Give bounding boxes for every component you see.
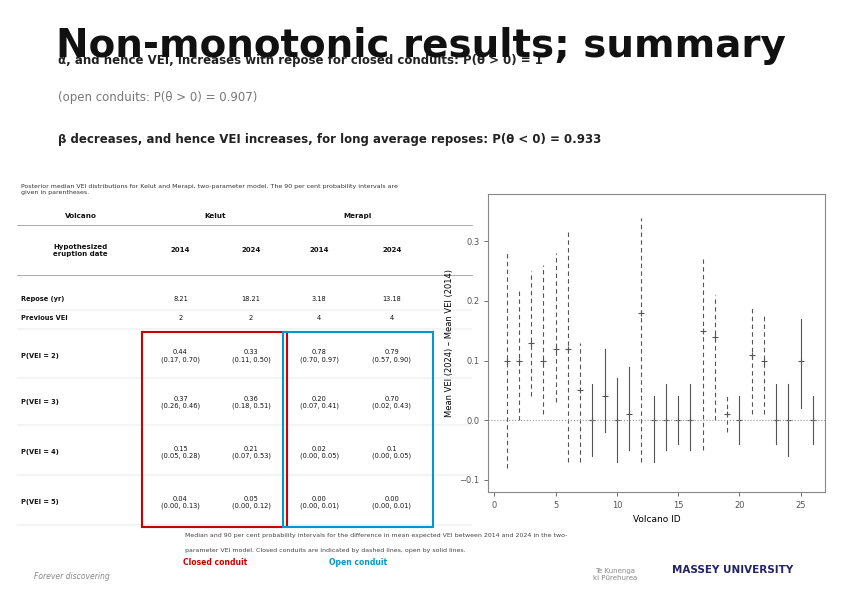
Text: Merapi: Merapi [344,213,372,219]
Text: 4: 4 [317,315,322,321]
Text: Median and 90 per cent probability intervals for the difference in mean expected: Median and 90 per cent probability inter… [185,533,568,538]
Text: 13.18: 13.18 [382,296,402,302]
Text: MASSEY UNIVERSITY: MASSEY UNIVERSITY [672,565,793,575]
Text: Closed conduit: Closed conduit [183,558,247,567]
Text: 0.37
(0.26, 0.46): 0.37 (0.26, 0.46) [161,396,200,409]
Text: 0.33
(0.11, 0.50): 0.33 (0.11, 0.50) [232,349,270,362]
Text: 2: 2 [249,315,253,321]
Text: P(VEI = 3): P(VEI = 3) [21,399,59,405]
Text: 0.79
(0.57, 0.90): 0.79 (0.57, 0.90) [372,349,412,362]
Text: Volcano: Volcano [65,213,97,219]
Text: 0.04
(0.00, 0.13): 0.04 (0.00, 0.13) [161,496,200,509]
Text: 0.21
(0.07, 0.53): 0.21 (0.07, 0.53) [232,446,270,459]
Text: Previous VEI: Previous VEI [21,315,68,321]
Text: Kelut: Kelut [204,213,226,219]
Text: 18.21: 18.21 [242,296,260,302]
Text: parameter VEI model. Closed conduits are indicated by dashed lines, open by soli: parameter VEI model. Closed conduits are… [185,548,466,553]
Text: 0.78
(0.70, 0.97): 0.78 (0.70, 0.97) [300,349,338,362]
Text: Hypothesized
eruption date: Hypothesized eruption date [53,244,108,257]
Text: 0.00
(0.00, 0.01): 0.00 (0.00, 0.01) [300,496,338,509]
Text: 2014: 2014 [171,247,190,253]
Text: Open conduit: Open conduit [328,558,387,567]
Text: 8.21: 8.21 [173,296,188,302]
Text: 0.15
(0.05, 0.28): 0.15 (0.05, 0.28) [161,446,200,459]
Text: Posterior median VEI distributions for Kelut and Merapi, two-parameter model. Th: Posterior median VEI distributions for K… [21,184,398,195]
Text: P(VEI = 5): P(VEI = 5) [21,499,59,505]
Text: 4: 4 [390,315,394,321]
Text: Repose (yr): Repose (yr) [21,296,65,302]
Text: 0.02
(0.00, 0.05): 0.02 (0.00, 0.05) [300,446,338,459]
Text: 2: 2 [179,315,183,321]
Text: P(VEI = 4): P(VEI = 4) [21,449,59,455]
Text: 0.20
(0.07, 0.41): 0.20 (0.07, 0.41) [300,396,338,409]
Y-axis label: Mean VEI (2024) – Mean VEI (2014): Mean VEI (2024) – Mean VEI (2014) [445,269,454,417]
Text: 0.70
(0.02, 0.43): 0.70 (0.02, 0.43) [372,396,412,409]
Text: 3.18: 3.18 [312,296,327,302]
Text: 0.36
(0.18, 0.51): 0.36 (0.18, 0.51) [232,396,270,409]
Text: Forever discovering: Forever discovering [34,572,109,581]
Text: 0.00
(0.00, 0.01): 0.00 (0.00, 0.01) [372,496,412,509]
Text: α, and hence VEI, increases with repose for closed conduits: P(θ > 0) = 1: α, and hence VEI, increases with repose … [57,54,542,67]
Text: (open conduits: P(θ > 0) = 0.907): (open conduits: P(θ > 0) = 0.907) [57,91,257,104]
Text: 2024: 2024 [382,247,402,253]
Text: 2024: 2024 [242,247,261,253]
Text: 2014: 2014 [310,247,329,253]
Text: 0.1
(0.00, 0.05): 0.1 (0.00, 0.05) [372,446,412,459]
Text: 0.44
(0.17, 0.70): 0.44 (0.17, 0.70) [161,349,200,362]
X-axis label: Volcano ID: Volcano ID [633,516,680,524]
Text: P(VEI = 2): P(VEI = 2) [21,353,59,359]
Text: β decreases, and hence VEI increases, for long average reposes: P(θ < 0) = 0.933: β decreases, and hence VEI increases, fo… [57,133,601,145]
Text: 0.05
(0.00, 0.12): 0.05 (0.00, 0.12) [232,496,270,509]
Text: Te Kunenga
ki Pūrehurea: Te Kunenga ki Pūrehurea [593,568,637,581]
Text: Non-monotonic results; summary: Non-monotonic results; summary [56,27,786,65]
